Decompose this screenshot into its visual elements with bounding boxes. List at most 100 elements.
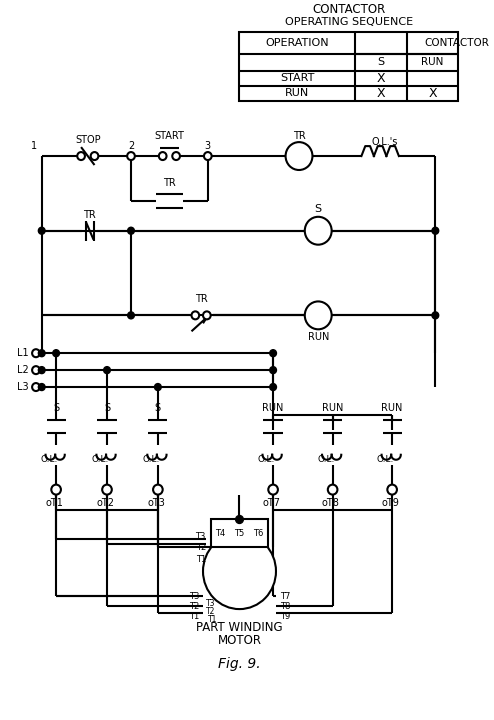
Circle shape	[32, 366, 40, 374]
Text: O.L.: O.L.	[92, 455, 109, 464]
Circle shape	[51, 485, 61, 495]
Text: START: START	[155, 131, 184, 141]
Circle shape	[432, 228, 439, 234]
Circle shape	[387, 485, 397, 495]
Text: RUN: RUN	[381, 403, 403, 413]
Text: O.L.: O.L.	[317, 455, 334, 464]
Circle shape	[203, 534, 276, 609]
Circle shape	[77, 152, 85, 160]
Text: RUN: RUN	[285, 89, 309, 99]
Text: 2: 2	[128, 141, 134, 151]
Text: S: S	[53, 403, 59, 413]
Circle shape	[39, 366, 45, 374]
Text: oT3: oT3	[147, 498, 165, 508]
Text: X: X	[428, 87, 437, 100]
Text: TR: TR	[292, 131, 305, 141]
Text: S: S	[377, 58, 384, 68]
Circle shape	[328, 485, 337, 495]
Circle shape	[39, 384, 45, 390]
Text: X: X	[376, 72, 385, 85]
Circle shape	[305, 302, 331, 329]
Circle shape	[270, 366, 277, 374]
Text: T7: T7	[280, 592, 290, 600]
Circle shape	[270, 350, 277, 356]
Circle shape	[32, 383, 40, 391]
Text: OPERATION: OPERATION	[265, 37, 329, 48]
Text: Fig. 9.: Fig. 9.	[218, 657, 261, 671]
Circle shape	[432, 312, 439, 319]
Text: L2: L2	[16, 365, 28, 375]
Bar	[210, 519, 268, 547]
Text: oT7: oT7	[262, 498, 280, 508]
Text: oT8: oT8	[322, 498, 340, 508]
Text: CONTACTOR: CONTACTOR	[312, 3, 385, 16]
Text: oT2: oT2	[96, 498, 114, 508]
Text: RUN: RUN	[322, 403, 343, 413]
Text: O.L.: O.L.	[143, 455, 160, 464]
Circle shape	[91, 152, 98, 160]
Bar	[240, 32, 458, 102]
Text: TR: TR	[163, 178, 176, 188]
Circle shape	[153, 485, 163, 495]
Text: O.L.: O.L.	[377, 455, 394, 464]
Text: O.L.'s: O.L.'s	[371, 137, 398, 147]
Text: CONTACTOR: CONTACTOR	[424, 37, 489, 48]
Text: S: S	[155, 403, 161, 413]
Text: RUN: RUN	[308, 332, 329, 342]
Circle shape	[203, 311, 210, 320]
Text: 1: 1	[31, 141, 37, 151]
Text: L1: L1	[17, 348, 28, 359]
Circle shape	[104, 366, 110, 374]
Text: T5: T5	[234, 529, 245, 538]
Text: S: S	[104, 403, 110, 413]
Text: O.L.: O.L.	[41, 455, 58, 464]
Circle shape	[32, 349, 40, 357]
Circle shape	[159, 152, 166, 160]
Circle shape	[127, 152, 135, 160]
Text: T8: T8	[280, 602, 290, 611]
Circle shape	[102, 485, 112, 495]
Text: S: S	[315, 204, 322, 214]
Circle shape	[305, 217, 331, 245]
Text: T1: T1	[189, 611, 199, 621]
Text: oT1: oT1	[45, 498, 63, 508]
Circle shape	[268, 485, 278, 495]
Text: T2: T2	[196, 543, 206, 552]
Circle shape	[155, 384, 161, 390]
Text: START: START	[280, 73, 314, 84]
Circle shape	[192, 311, 199, 320]
Text: T3: T3	[196, 532, 206, 541]
Circle shape	[127, 312, 134, 319]
Circle shape	[236, 516, 244, 523]
Text: TR: TR	[195, 294, 207, 305]
Text: T2: T2	[189, 602, 199, 611]
Circle shape	[286, 142, 313, 170]
Text: 3: 3	[205, 141, 211, 151]
Circle shape	[53, 350, 59, 356]
Circle shape	[39, 350, 45, 356]
Text: RUN: RUN	[262, 403, 284, 413]
Circle shape	[204, 152, 211, 160]
Text: T1: T1	[196, 555, 206, 564]
Text: TR: TR	[83, 210, 96, 220]
Text: oT9: oT9	[381, 498, 399, 508]
Text: T4: T4	[215, 529, 225, 538]
Text: X: X	[376, 87, 385, 100]
Text: MOTOR: MOTOR	[217, 634, 261, 647]
Circle shape	[172, 152, 180, 160]
Text: T3: T3	[189, 592, 199, 600]
Text: STOP: STOP	[75, 135, 101, 145]
Text: T2: T2	[206, 606, 215, 616]
Circle shape	[39, 228, 45, 234]
Text: OPERATING SEQUENCE: OPERATING SEQUENCE	[285, 17, 413, 27]
Circle shape	[270, 384, 277, 390]
Text: T1: T1	[208, 615, 217, 624]
Text: T6: T6	[253, 529, 264, 538]
Text: L3: L3	[17, 382, 28, 392]
Text: RUN: RUN	[421, 58, 444, 68]
Text: PART WINDING: PART WINDING	[196, 621, 283, 634]
Circle shape	[127, 228, 134, 234]
Text: T9: T9	[280, 611, 290, 621]
Text: O.L.: O.L.	[258, 455, 275, 464]
Text: T3: T3	[206, 598, 215, 608]
